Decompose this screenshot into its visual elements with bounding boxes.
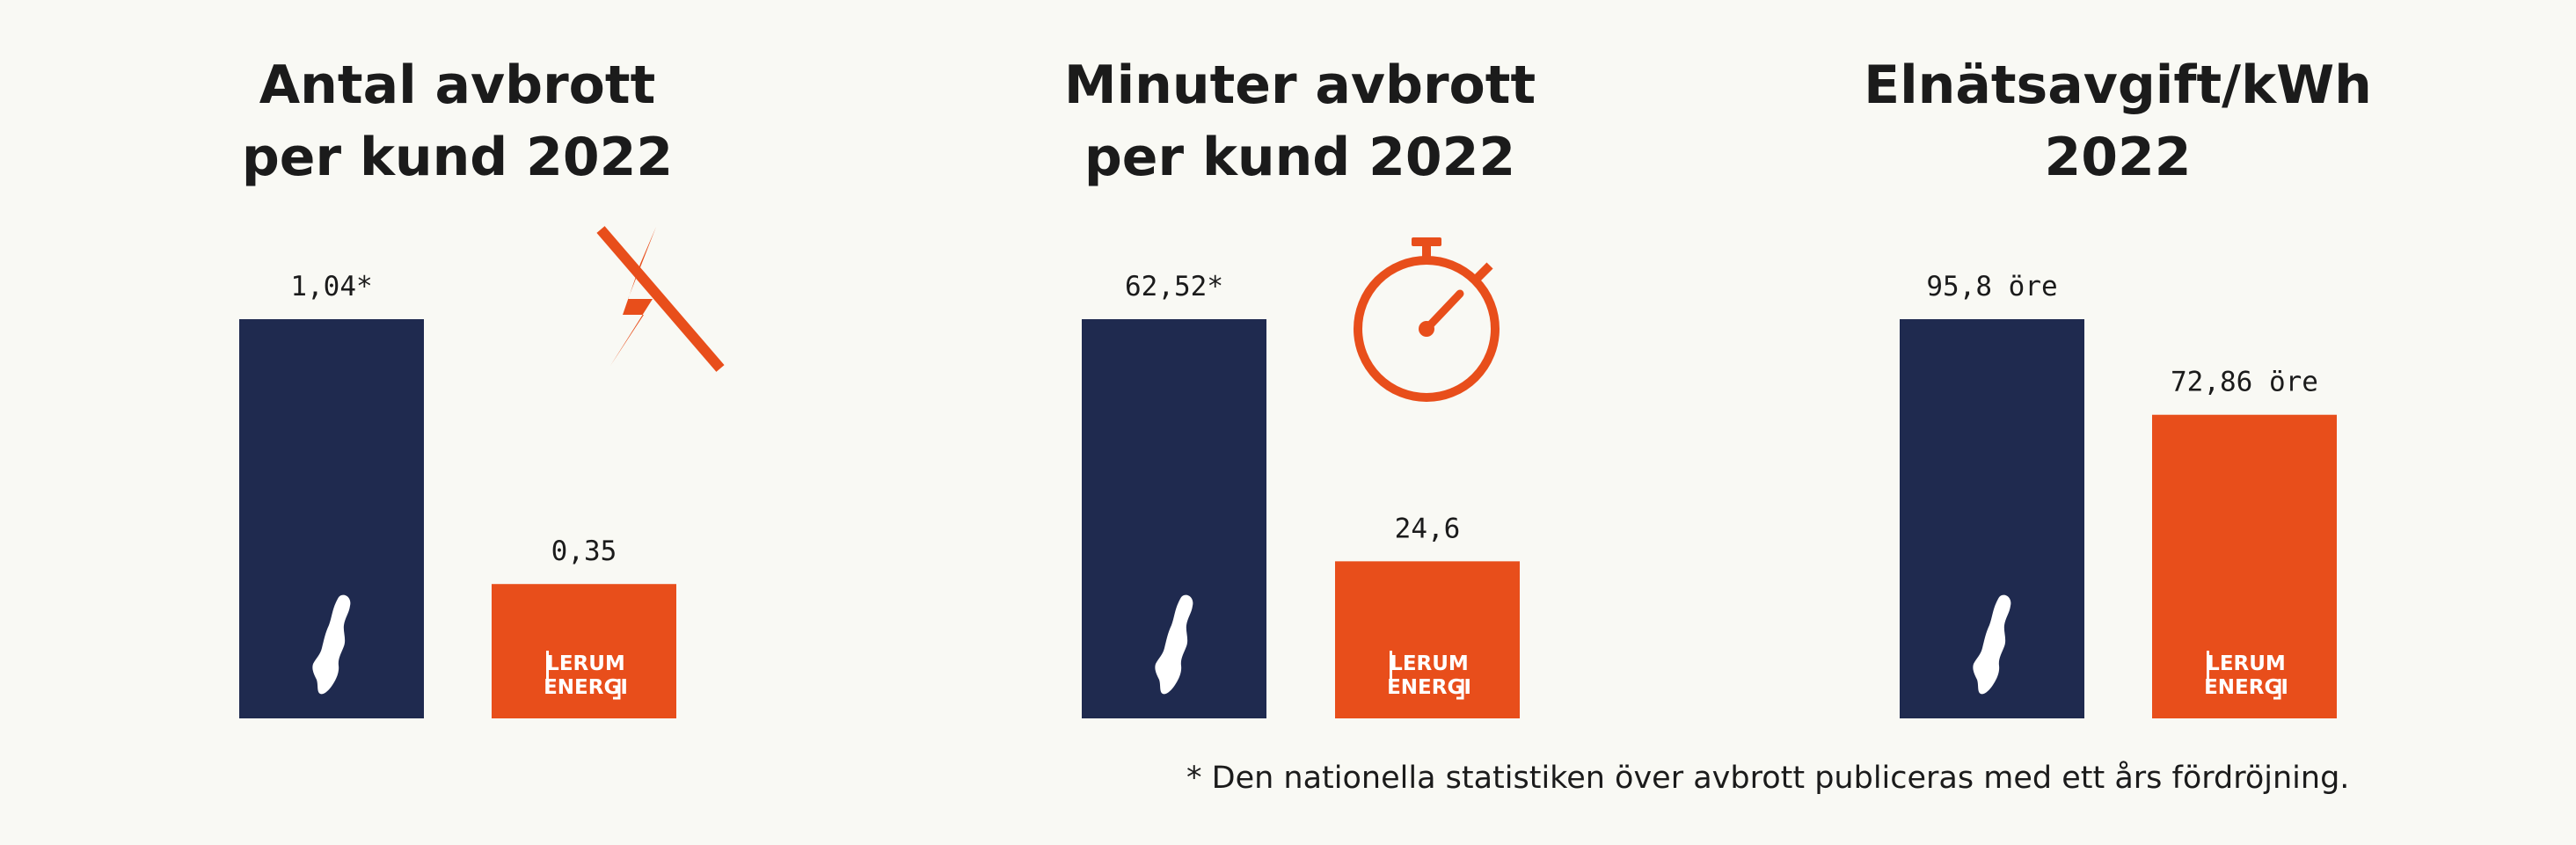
chart-title: 2022 — [2045, 127, 2192, 188]
chart-panel: Minuter avbrott per kund 2022 62,52* 24,6 LE… — [1064, 55, 1536, 718]
data-label: 72,86 öre — [2171, 367, 2318, 398]
no-power-icon — [596, 226, 725, 372]
footnote: * Den nationella statistiken över avbrot… — [1186, 761, 2350, 796]
svg-text:ENERGI: ENERGI — [544, 676, 628, 699]
data-label: 1,04* — [290, 271, 372, 302]
svg-text:LERUM: LERUM — [1390, 652, 1469, 675]
chart-panel: Antal avbrott per kund 2022 1,04* 0,35 LERUM… — [239, 55, 676, 718]
chart-title: Elnätsavgift/kWh — [1864, 55, 2372, 116]
data-label: 95,8 öre — [1926, 271, 2057, 302]
bar-lerum-energi — [492, 584, 676, 718]
data-label: 0,35 — [551, 535, 617, 567]
sweden-map-icon — [312, 594, 351, 695]
chart-title: per kund 2022 — [242, 127, 673, 188]
bar-lerum-energi — [1335, 561, 1520, 718]
svg-text:ENERGI: ENERGI — [2204, 676, 2288, 699]
chart-title: Minuter avbrott — [1064, 55, 1536, 116]
chart-title: Antal avbrott — [259, 55, 656, 116]
sweden-map-icon — [1155, 594, 1193, 695]
chart-panel: Elnätsavgift/kWh 2022 95,8 öre 72,86 öre LER… — [1864, 55, 2372, 718]
svg-text:LERUM: LERUM — [2207, 652, 2286, 675]
chart-title: per kund 2022 — [1084, 127, 1515, 188]
data-label: 24,6 — [1395, 513, 1461, 544]
stopwatch-icon — [1354, 237, 1500, 402]
bar-lerum-energi — [2152, 414, 2337, 718]
sweden-map-icon — [1973, 594, 2011, 695]
svg-text:ENERGI: ENERGI — [1387, 676, 1471, 699]
data-label: 62,52* — [1125, 271, 1223, 302]
svg-text:LERUM: LERUM — [546, 652, 625, 675]
